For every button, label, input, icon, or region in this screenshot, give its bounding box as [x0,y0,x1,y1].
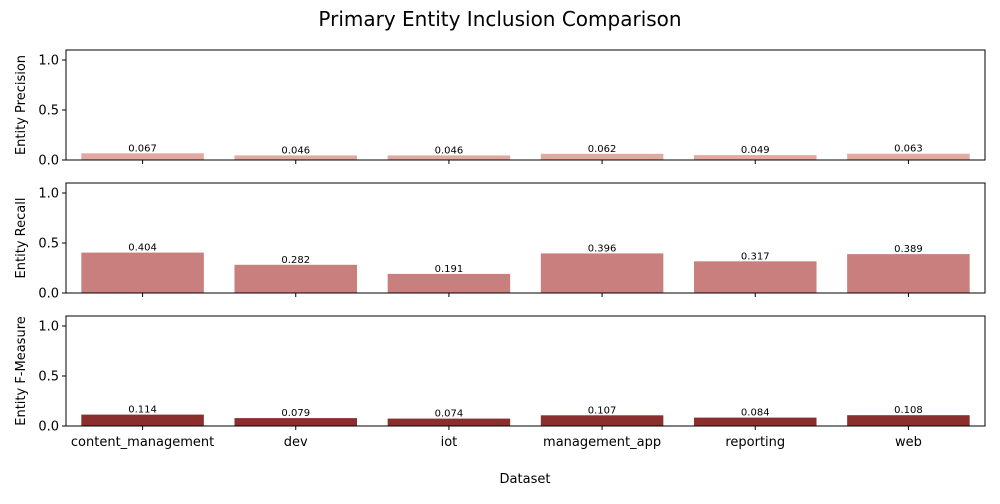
y-tick-label: 0.0 [38,154,59,169]
bar-iot [387,273,511,293]
axes-frame [65,182,986,294]
axes-frame [65,49,986,161]
x-axis-label: Dataset [500,472,551,487]
bar-management_app [540,253,664,293]
bar-value-label: 0.282 [281,255,310,266]
bar-value-label: 0.046 [435,145,464,156]
y-axis-label: Entity F-Measure [14,316,29,426]
bar-value-label: 0.396 [588,243,617,254]
y-tick-label: 0.0 [38,420,59,435]
bar-dev [234,418,358,426]
bar-content_management [81,153,204,160]
bar-value-label: 0.404 [128,243,157,254]
y-tick-label: 0.0 [38,287,59,302]
axes-frame [65,315,986,427]
bar-value-label: 0.049 [741,145,770,156]
panel-3: 0.114 0.079 0.074 0.107 0.084 0.108 0.0 0.5 1.0 c… [14,315,986,450]
bar-content_management [81,414,204,426]
bar-value-label: 0.191 [435,264,464,275]
bar-value-label: 0.046 [281,145,310,156]
y-tick-label: 0.5 [38,370,59,385]
bar-value-label: 0.108 [894,405,923,416]
bar-web [847,153,970,160]
y-axis-label: Entity Recall [14,198,29,279]
chart-title: Primary Entity Inclusion Comparison [318,7,681,31]
bar-value-label: 0.062 [588,144,617,155]
y-tick-label: 1.0 [38,320,59,335]
bar-value-label: 0.114 [128,405,157,416]
bar-web [847,254,970,293]
x-tick-label: management_app [543,435,661,450]
x-tick-label: reporting [725,435,785,450]
bar-dev [234,264,358,293]
y-tick-label: 0.5 [38,237,59,252]
bar-value-label: 0.107 [588,405,617,416]
x-tick-label: iot [441,435,458,450]
y-tick-label: 1.0 [38,187,59,202]
bar-value-label: 0.317 [741,251,770,262]
bar-iot [387,155,511,160]
y-axis-label: Entity Precision [14,55,29,155]
panel-1: 0.067 0.046 0.046 0.062 0.049 0.063 0.0 0.5 1.0 E… [14,49,986,169]
bar-iot [387,418,511,426]
panels-group: 0.067 0.046 0.046 0.062 0.049 0.063 0.0 0.5 1.0 E… [14,49,986,450]
bar-value-label: 0.067 [128,143,157,154]
bar-value-label: 0.079 [281,408,310,419]
bar-reporting [693,261,817,293]
bar-management_app [540,153,664,160]
x-tick-label: web [895,435,922,450]
bar-content_management [81,252,204,293]
bar-dev [234,155,358,160]
bar-value-label: 0.063 [894,144,923,155]
x-tick-label: dev [284,435,308,450]
y-tick-label: 0.5 [38,104,59,119]
bar-value-label: 0.389 [894,244,923,255]
bar-reporting [693,155,817,160]
bar-value-label: 0.074 [435,409,464,420]
x-tick-label: content_management [71,435,214,450]
panel-2: 0.404 0.282 0.191 0.396 0.317 0.389 0.0 0.5 1.0 E… [14,182,986,302]
bar-value-label: 0.084 [741,408,770,419]
bar-reporting [693,417,817,426]
bar-web [847,415,970,426]
y-tick-label: 1.0 [38,54,59,69]
bar-management_app [540,415,664,426]
